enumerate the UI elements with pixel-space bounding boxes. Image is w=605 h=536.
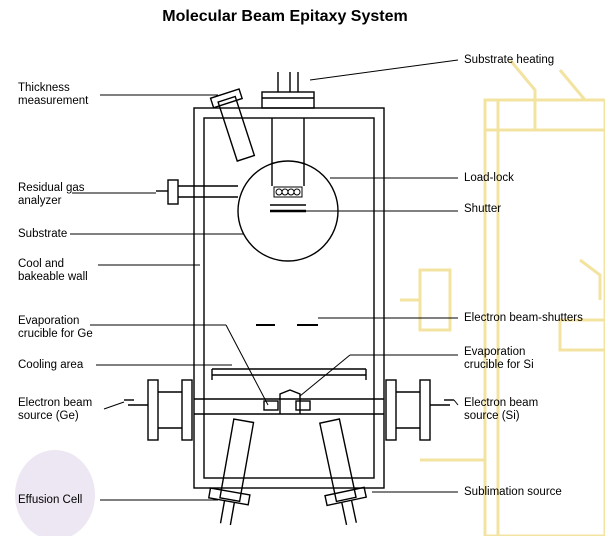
label-electron-beam-source-si: Electron beam source (Si) xyxy=(464,397,539,422)
label-cool-bakeable-wall: Cool and bakeable wall xyxy=(18,258,88,283)
label-residual-gas-analyzer: Residual gas analyzer xyxy=(18,182,85,207)
background-blur xyxy=(15,450,95,536)
label-effusion-cell: Effusion Cell xyxy=(18,494,83,506)
leader-lines xyxy=(70,59,459,501)
label-cooling-area: Cooling area xyxy=(18,359,84,371)
label-evaporation-crucible-ge: Evaporation crucible for Ge xyxy=(18,315,93,340)
substrate-atoms xyxy=(275,188,301,196)
label-sublimation-source: Sublimation source xyxy=(464,486,562,498)
label-electron-beam-shutters: Electron beam-shutters xyxy=(464,312,583,324)
label-substrate: Substrate xyxy=(18,228,68,240)
background-watermark xyxy=(400,59,605,536)
chamber xyxy=(124,72,454,526)
label-evaporation-crucible-si: Evaporation crucible for Si xyxy=(464,346,534,371)
label-load-lock: Load-lock xyxy=(464,172,514,184)
label-substrate-heating: Substrate heating xyxy=(464,54,555,66)
label-electron-beam-source-ge: Electron beam source (Ge) xyxy=(18,397,93,422)
label-thickness-measurement: Thickness measurement xyxy=(18,82,89,107)
label-shutter: Shutter xyxy=(464,203,502,215)
diagram-title: Molecular Beam Epitaxy System xyxy=(162,8,408,25)
